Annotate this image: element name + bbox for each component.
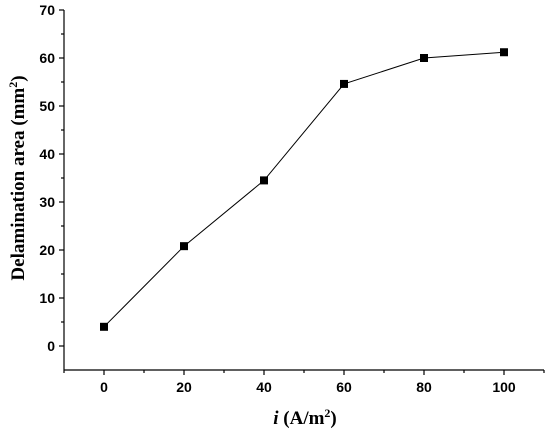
x-tick-label: 80 (416, 379, 432, 395)
y-tick-label: 10 (39, 290, 55, 306)
x-tick-label: 0 (100, 379, 108, 395)
y-tick-label: 40 (39, 146, 55, 162)
x-tick-label: 20 (176, 379, 192, 395)
y-axis-title-close: ) (8, 75, 29, 81)
y-tick-label: 50 (39, 98, 55, 114)
data-point-marker (420, 54, 428, 62)
x-axis-title-close: ) (330, 408, 336, 429)
plot-axes (63, 10, 544, 371)
series-layer (100, 48, 508, 331)
data-point-marker (260, 176, 268, 185)
y-tick-label: 20 (39, 242, 55, 258)
x-tick-label: 60 (336, 379, 352, 395)
x-tick-label: 100 (492, 379, 516, 395)
y-tick-label: 30 (39, 194, 55, 210)
data-point-marker (340, 79, 348, 88)
y-tick-label: 60 (39, 50, 55, 66)
y-axis-title-superscript: 2 (6, 82, 20, 88)
x-axis-ticks: 0 20 40 60 80 100 (63, 370, 545, 395)
y-axis-ticks: 0 10 20 30 40 50 60 70 (39, 2, 64, 354)
data-point-marker (100, 322, 108, 331)
y-tick-label: 70 (39, 2, 55, 18)
y-axis-title-text: Delamination area (mm (8, 88, 29, 281)
data-point-marker (180, 242, 188, 251)
data-point-marker (500, 48, 508, 57)
y-tick-label: 0 (47, 338, 55, 354)
x-tick-label: 40 (256, 379, 272, 395)
series-line (103, 51, 505, 328)
x-axis-title-superscript: 2 (324, 406, 330, 420)
y-axis-title: Delamination area (mm2) (6, 75, 29, 280)
x-axis-title: i (A/m2) (273, 406, 337, 429)
x-axis-title-variable: i (273, 408, 279, 429)
x-axis-title-unit: (A/m (279, 408, 325, 429)
